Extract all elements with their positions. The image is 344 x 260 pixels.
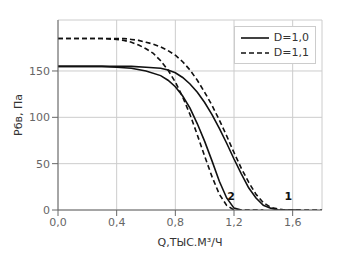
svg-text:2: 2: [227, 190, 235, 203]
svg-text:1,2: 1,2: [225, 216, 243, 229]
html-text:D=1,1: D=1,1: [273, 46, 309, 59]
svg-text:100: 100: [29, 111, 50, 124]
svg-text:0,0: 0,0: [49, 216, 67, 229]
svg-text:0,4: 0,4: [108, 216, 126, 229]
svg-text:150: 150: [29, 65, 50, 78]
html-text:D=1,0: D=1,0: [273, 31, 309, 44]
svg-text:0,8: 0,8: [167, 216, 185, 229]
svg-text:50: 50: [36, 158, 50, 171]
svg-text:Q,ТЫС.М³/Ч: Q,ТЫС.М³/Ч: [158, 236, 223, 249]
svg-text:1: 1: [284, 190, 292, 203]
svg-text:0: 0: [43, 204, 50, 217]
svg-text:Pбв, Па: Pбв, Па: [12, 94, 25, 136]
svg-text:1,6: 1,6: [284, 216, 302, 229]
